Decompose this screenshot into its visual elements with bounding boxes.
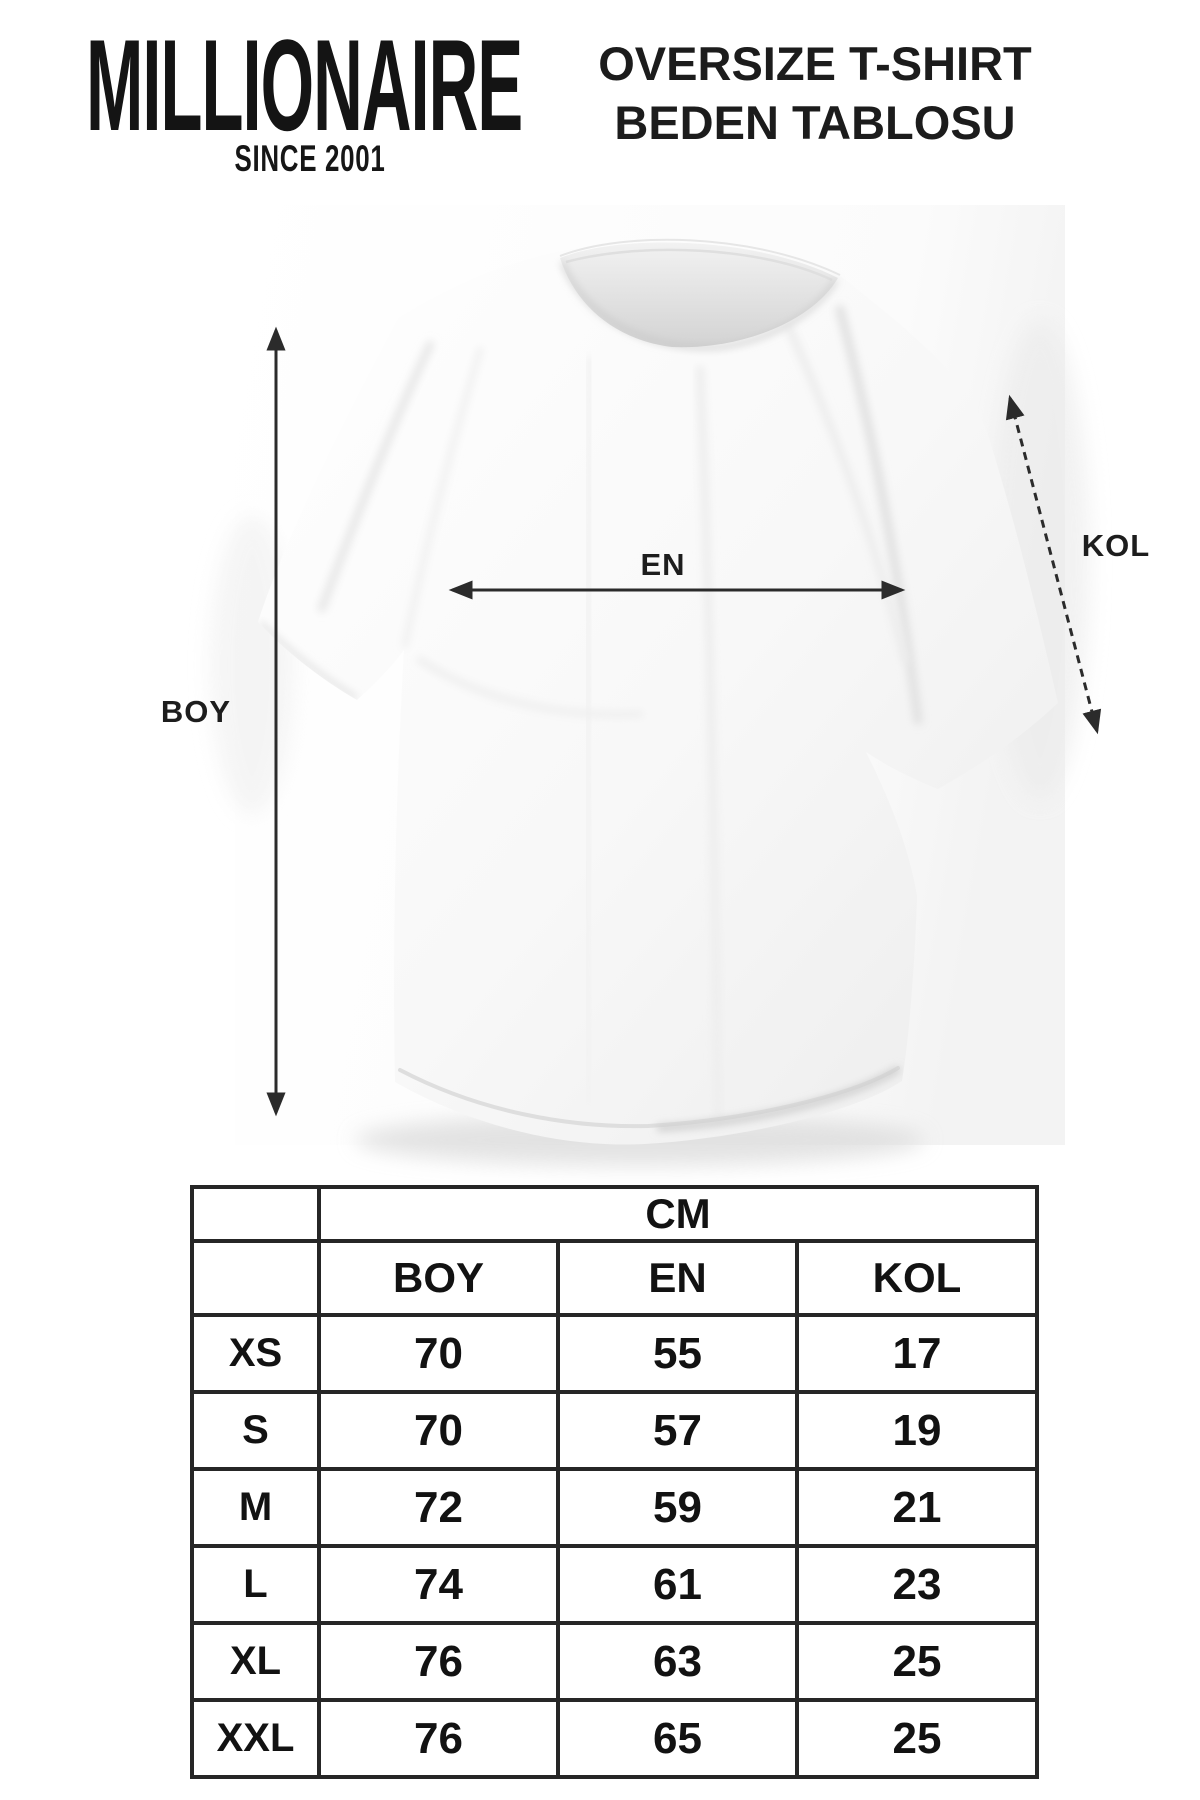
column-header-kol: KOL — [795, 1239, 1039, 1317]
size-label: M — [190, 1467, 321, 1548]
page-title-line-1: OVERSIZE T-SHIRT — [598, 37, 1032, 90]
tshirt-collar — [559, 238, 841, 350]
brand-logo: MILLIONAIRE SINCE 2001 — [0, 0, 560, 190]
value-cell-boy: 70 — [317, 1390, 560, 1471]
unit-header-row: CM — [190, 1185, 1039, 1243]
size-label: L — [190, 1544, 321, 1625]
page-title-line-2: BEDEN TABLOSU — [614, 96, 1016, 149]
value-cell-kol: 17 — [795, 1313, 1039, 1394]
table-row: S 70 57 19 — [190, 1390, 1039, 1471]
value-cell-en: 57 — [556, 1390, 799, 1471]
brand-name: MILLIONAIRE — [86, 12, 523, 158]
tshirt-graphic — [210, 205, 1090, 1166]
column-header-row: BOY EN KOL — [190, 1239, 1039, 1317]
value-cell-boy: 70 — [317, 1313, 560, 1394]
ghost-cell — [190, 1185, 321, 1243]
page-title: OVERSIZE T-SHIRT BEDEN TABLOSU — [575, 34, 1055, 152]
table-row: XL 76 63 25 — [190, 1621, 1039, 1702]
boy-measure-label: BOY — [160, 694, 232, 729]
size-table: CM BOY EN KOL XS 70 55 17 S 70 57 19 M 72 59 21 L 74 6… — [190, 1185, 1039, 1779]
column-header-boy: BOY — [317, 1239, 560, 1317]
value-cell-en: 63 — [556, 1621, 799, 1702]
size-label: S — [190, 1390, 321, 1471]
tshirt-body — [258, 242, 1058, 1145]
measurement-arrows — [266, 326, 1102, 1117]
value-cell-kol: 25 — [795, 1621, 1039, 1702]
value-cell-boy: 76 — [317, 1621, 560, 1702]
value-cell-en: 65 — [556, 1698, 799, 1779]
kol-measure-label: KOL — [1081, 528, 1151, 563]
value-cell-kol: 23 — [795, 1544, 1039, 1625]
size-label: XL — [190, 1621, 321, 1702]
fabric-folds — [259, 305, 923, 1132]
value-cell-en: 55 — [556, 1313, 799, 1394]
size-diagram — [210, 205, 1102, 1166]
table-row: M 72 59 21 — [190, 1467, 1039, 1548]
brand-tagline: SINCE 2001 — [234, 138, 386, 179]
unit-header-cell: CM — [317, 1185, 1039, 1243]
value-cell-kol: 25 — [795, 1698, 1039, 1779]
value-cell-kol: 21 — [795, 1467, 1039, 1548]
size-label: XXL — [190, 1698, 321, 1779]
value-cell-boy: 76 — [317, 1698, 560, 1779]
value-cell-en: 61 — [556, 1544, 799, 1625]
table-row: XXL 76 65 25 — [190, 1698, 1039, 1779]
table-row: XS 70 55 17 — [190, 1313, 1039, 1394]
table-row: L 74 61 23 — [190, 1544, 1039, 1625]
value-cell-boy: 72 — [317, 1467, 560, 1548]
column-header-en: EN — [556, 1239, 799, 1317]
size-table-section: CM BOY EN KOL XS 70 55 17 S 70 57 19 M 72 59 21 L 74 6… — [190, 1185, 1039, 1779]
size-label: XS — [190, 1313, 321, 1394]
value-cell-en: 59 — [556, 1467, 799, 1548]
en-measure-label: EN — [640, 547, 686, 582]
value-cell-kol: 19 — [795, 1390, 1039, 1471]
kol-arrow — [1005, 394, 1102, 735]
value-cell-boy: 74 — [317, 1544, 560, 1625]
size-table-body: XS 70 55 17 S 70 57 19 M 72 59 21 L 74 61 23 XL 76 63 25 XXL… — [190, 1313, 1039, 1779]
ghost-cell — [190, 1239, 321, 1317]
